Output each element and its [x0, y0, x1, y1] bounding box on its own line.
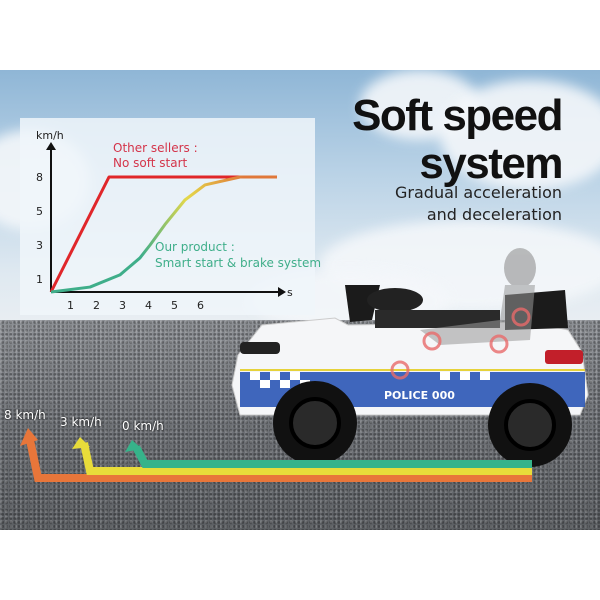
speed-label-8kmh: 8 km/h — [4, 408, 46, 422]
series-our-product-line — [50, 175, 277, 294]
x-axis-label: s — [287, 286, 293, 299]
chart-panel — [20, 118, 315, 315]
arrow-0kmh — [132, 445, 532, 468]
x-tick-label: 2 — [93, 299, 100, 312]
series-other-sellers-line — [49, 175, 277, 293]
front-wheel — [273, 381, 357, 465]
speed-label-0kmh: 0 km/h — [122, 419, 164, 433]
headline: Soft speed system — [352, 91, 563, 188]
y-axis-arrow — [46, 142, 56, 150]
steering-wheel — [367, 288, 423, 312]
x-tick-label: 5 — [171, 299, 178, 312]
x-tick-label: 4 — [145, 299, 152, 312]
arrow-3kmh-head — [72, 437, 90, 449]
subheadline-line-2: and deceleration — [426, 205, 562, 224]
subheadline: Gradual acceleration and deceleration — [395, 182, 562, 226]
car-plate-text: POLICE 000 — [384, 389, 455, 402]
speed-label-3kmh: 3 km/h — [60, 415, 102, 429]
subheadline-line-1: Gradual acceleration — [395, 183, 562, 202]
headlight — [240, 342, 280, 354]
x-axis-arrow — [278, 287, 286, 297]
arrow-8kmh-head — [20, 428, 38, 446]
police-ride-on-car: POLICE 000 — [231, 248, 589, 467]
rear-wheel — [488, 383, 572, 467]
x-tick-label: 3 — [119, 299, 126, 312]
other-sellers-label-2: No soft start — [113, 156, 188, 170]
headline-line-2: system — [419, 139, 563, 188]
y-tick-label: 1 — [36, 273, 43, 286]
arrow-3kmh — [80, 442, 532, 475]
speed-chart: km/h s 1 2 3 4 5 6 1 3 5 8 Other sellers : No sof… — [36, 129, 321, 312]
arrow-0kmh-head — [125, 440, 142, 452]
arrow-8kmh — [26, 439, 532, 482]
other-sellers-label-1: Other sellers : — [113, 141, 198, 155]
child-silhouette — [420, 248, 536, 345]
y-tick-label: 5 — [36, 205, 43, 218]
our-product-label-2: Smart start & brake system — [155, 256, 321, 270]
y-tick-label: 8 — [36, 171, 43, 184]
y-axis-label: km/h — [36, 129, 64, 142]
y-tick-label: 3 — [36, 239, 43, 252]
tail-light — [545, 350, 583, 364]
our-product-label-1: Our product : — [155, 240, 235, 254]
x-tick-label: 1 — [67, 299, 74, 312]
x-tick-label: 6 — [197, 299, 204, 312]
headline-line-1: Soft speed — [352, 91, 563, 140]
